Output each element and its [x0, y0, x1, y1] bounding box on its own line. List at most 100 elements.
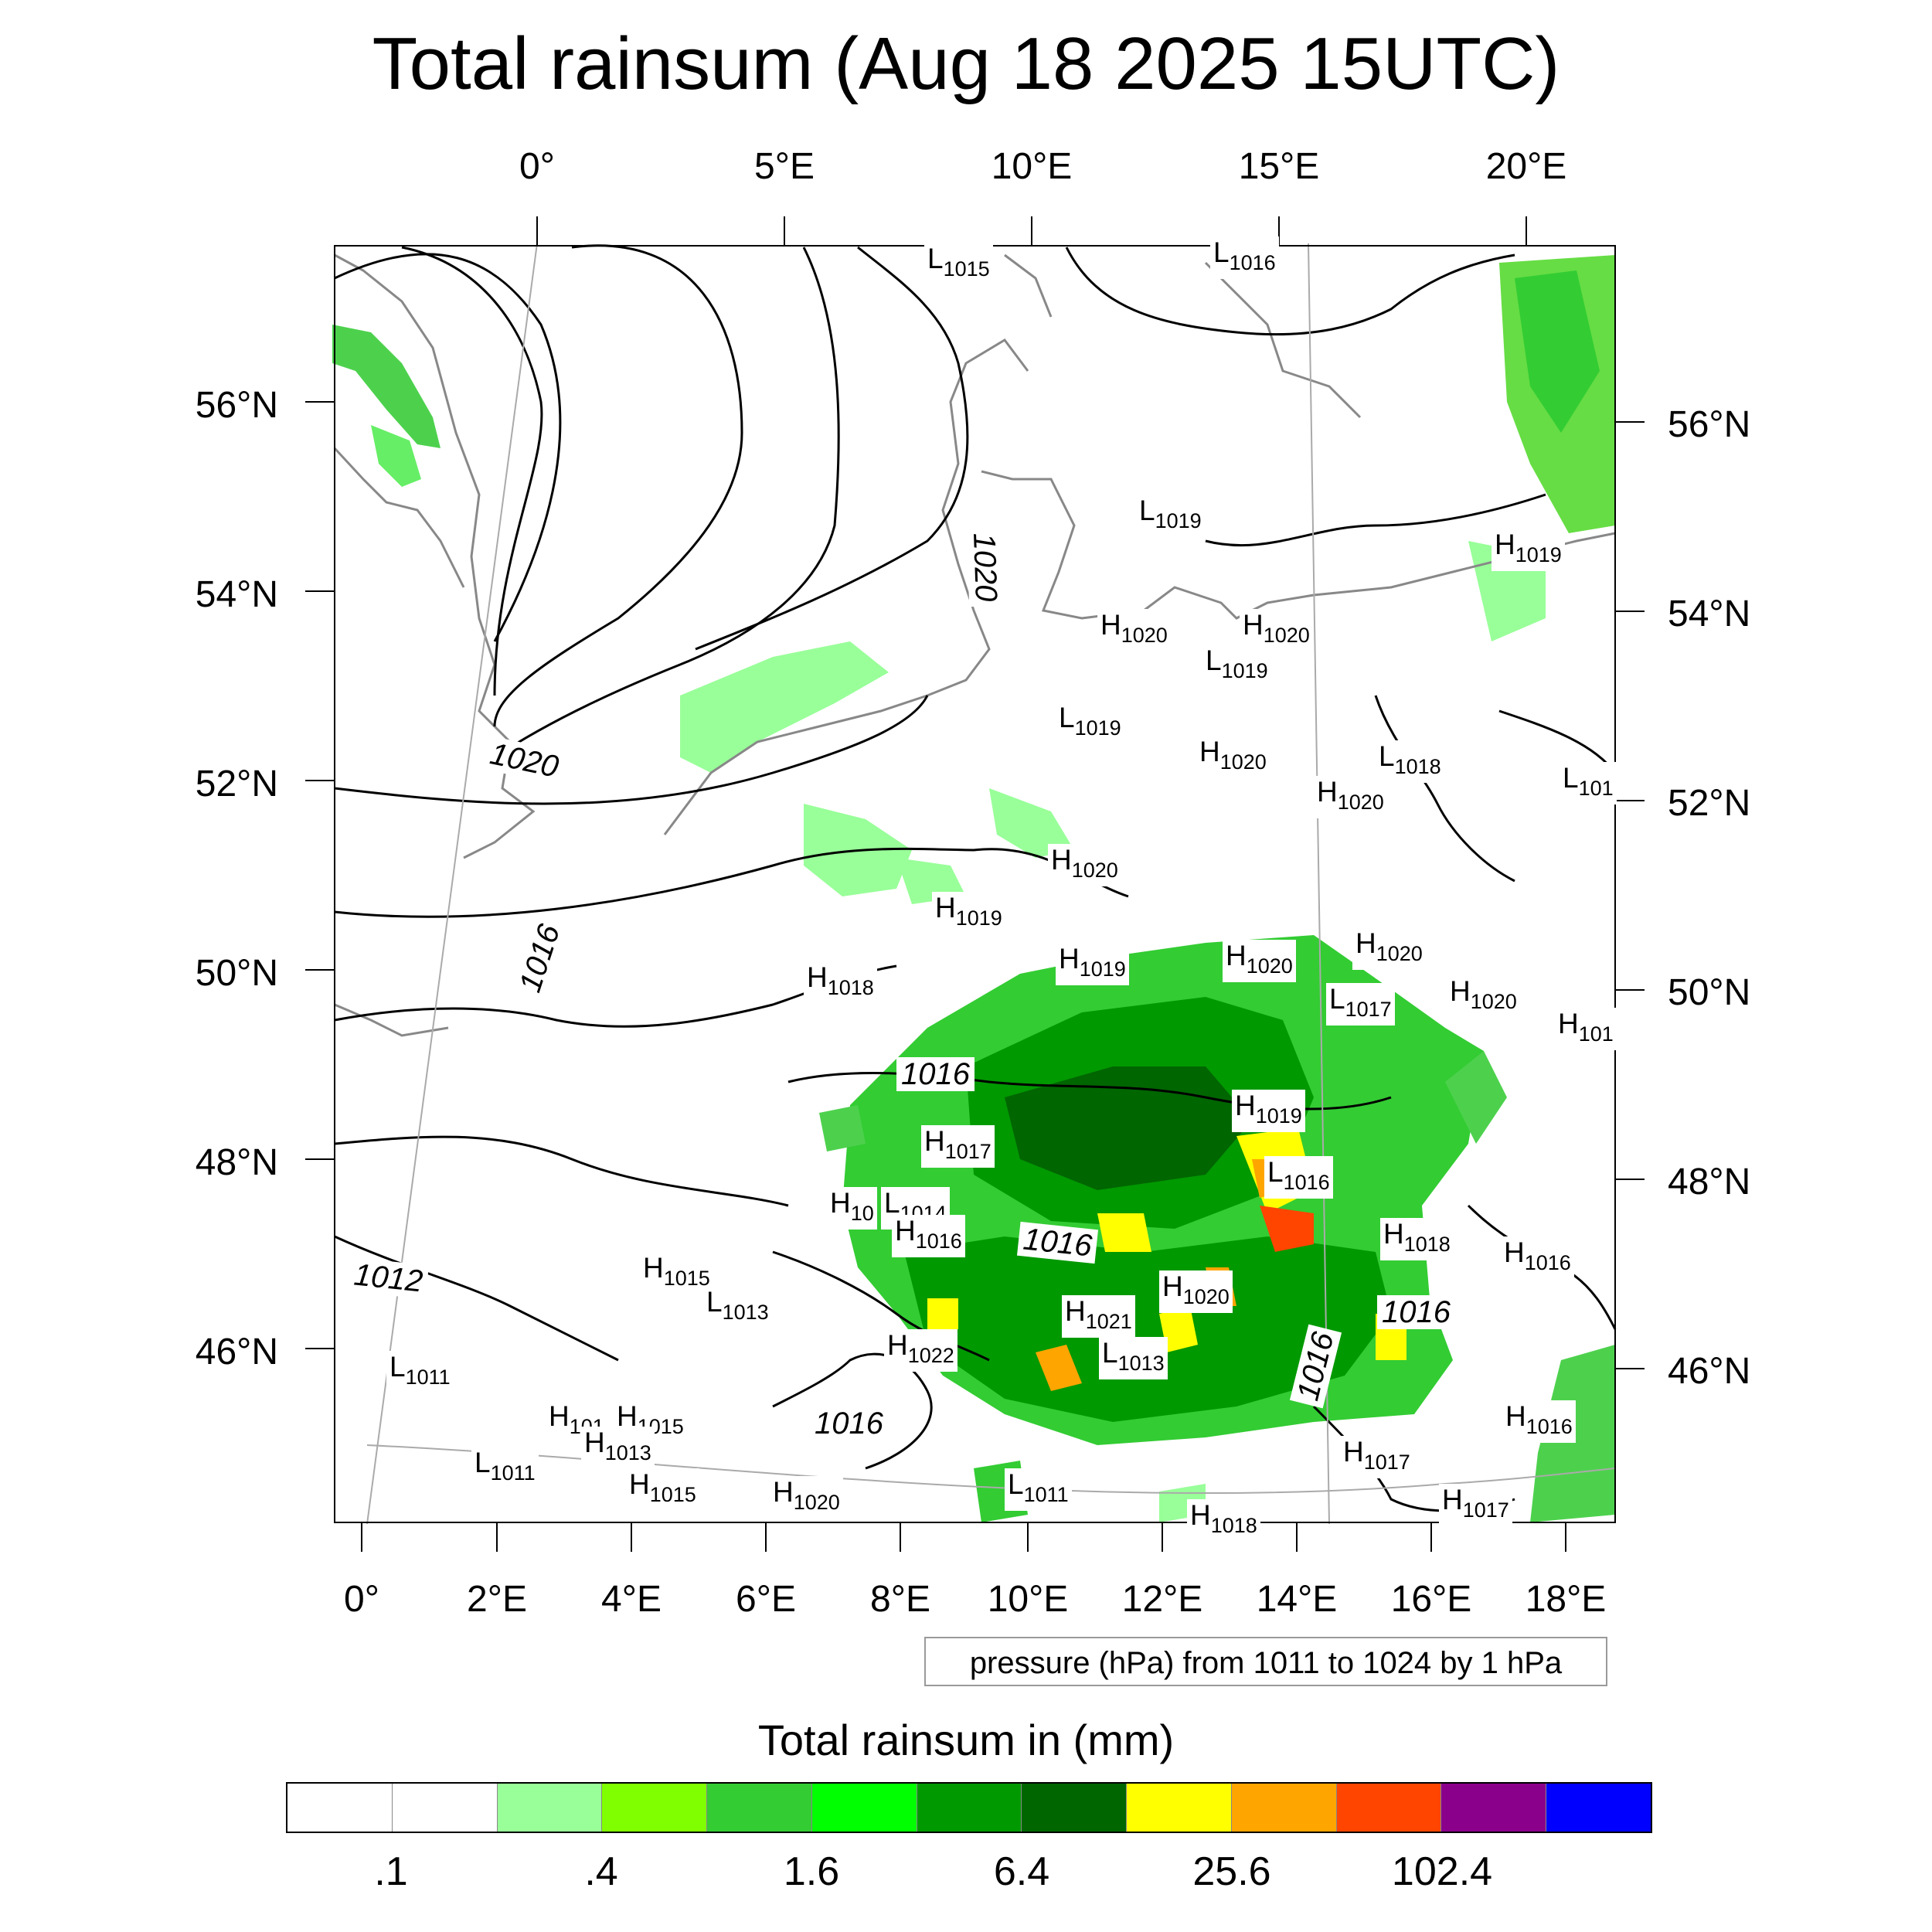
- right-lat-label: 56°N: [1668, 404, 1751, 445]
- colorbar-cell: [1336, 1784, 1442, 1832]
- pressure-center-label: H1017: [921, 1125, 995, 1168]
- pressure-center-label: L1019: [1136, 495, 1205, 537]
- pressure-center-label: H1017: [1340, 1436, 1413, 1478]
- pressure-center-label: H10: [827, 1187, 877, 1230]
- pressure-center-label: L1013: [1099, 1337, 1168, 1379]
- left-lat-label: 48°N: [195, 1142, 278, 1183]
- right-lat-label: 48°N: [1668, 1162, 1751, 1202]
- pressure-center-label: H1020: [1159, 1270, 1233, 1313]
- colorbar-cell: [497, 1784, 603, 1832]
- bottom-lon-label: 0°: [344, 1579, 379, 1620]
- pressure-center-label: H1019: [1056, 943, 1129, 985]
- pressure-center-label: H1015: [626, 1468, 699, 1511]
- colorbar-cell: [1231, 1784, 1337, 1832]
- colorbar-cell: [287, 1784, 393, 1832]
- bottom-lon-label: 2°E: [467, 1579, 527, 1620]
- chart-title: Total rainsum (Aug 18 2025 15UTC): [372, 22, 1560, 105]
- pressure-center-label: L1017: [1326, 983, 1395, 1026]
- colorbar-tick-label: 1.6: [783, 1849, 840, 1894]
- pressure-center-label: H1018: [1187, 1499, 1260, 1542]
- bottom-lon-label: 18°E: [1525, 1579, 1607, 1620]
- colorbar-cell: [1546, 1784, 1651, 1832]
- pressure-center-label: H1022: [884, 1329, 957, 1372]
- colorbar-cell: [811, 1784, 917, 1832]
- contour-info-box: pressure (hPa) from 1011 to 1024 by 1 hP…: [924, 1637, 1607, 1686]
- isobar-label: 1016: [810, 1406, 888, 1440]
- pressure-center-label: H1013: [581, 1427, 655, 1469]
- isobar-label: 1016: [896, 1057, 975, 1091]
- right-lat-label: 54°N: [1668, 594, 1751, 634]
- pressure-center-label: L1011: [471, 1447, 539, 1489]
- pressure-center-label: H1020: [1352, 927, 1426, 970]
- top-lon-label: 15°E: [1238, 146, 1320, 187]
- bottom-lon-label: 16°E: [1390, 1579, 1472, 1620]
- left-lat-label: 52°N: [195, 764, 278, 804]
- pressure-center-label: H1016: [1502, 1400, 1576, 1443]
- pressure-center-label: H1020: [1223, 940, 1296, 982]
- top-lon-label: 5°E: [754, 146, 815, 187]
- colorbar-cell: [1022, 1784, 1128, 1832]
- precipitation-field: [332, 255, 1615, 1522]
- pressure-center-label: L1018: [1376, 740, 1444, 783]
- pressure-center-label: H1018: [1380, 1218, 1454, 1260]
- pressure-center-label: H1016: [1501, 1236, 1574, 1279]
- pressure-center-label: L1019: [1202, 645, 1271, 687]
- pressure-center-label: H1017: [1439, 1484, 1512, 1526]
- pressure-center-label: H1019: [1492, 529, 1565, 571]
- pressure-center-label: L1019: [1056, 702, 1124, 744]
- pressure-center-label: H1020: [1314, 776, 1387, 818]
- pressure-center-label: H1016: [892, 1215, 965, 1257]
- top-lon-label: 20°E: [1485, 146, 1567, 187]
- pressure-center-label: H1020: [1447, 975, 1520, 1018]
- bottom-lon-label: 12°E: [1121, 1579, 1203, 1620]
- colorbar-tick-label: .1: [374, 1849, 408, 1894]
- pressure-center-label: H1020: [1097, 609, 1171, 651]
- right-lat-label: 50°N: [1668, 972, 1751, 1013]
- isobar-label: 1016: [1377, 1295, 1455, 1329]
- right-lat-label: 46°N: [1668, 1351, 1751, 1392]
- pressure-center-label: H1019: [932, 892, 1005, 934]
- left-lat-label: 56°N: [195, 385, 278, 426]
- pressure-center-label: L1016: [1264, 1156, 1333, 1199]
- coastlines: [333, 253, 1616, 1037]
- left-lat-label: 54°N: [195, 574, 278, 615]
- pressure-center-label: L101: [1560, 762, 1617, 804]
- pressure-center-label: H1021: [1062, 1295, 1135, 1338]
- pressure-center-label: H1018: [804, 961, 877, 1004]
- left-lat-label: 50°N: [195, 953, 278, 994]
- colorbar-cell: [1127, 1784, 1232, 1832]
- pressure-center-label: H1020: [1240, 609, 1313, 651]
- colorbar-title: Total rainsum in (mm): [757, 1716, 1175, 1764]
- pressure-center-label: H1020: [1196, 736, 1270, 778]
- pressure-center-label: H101: [1555, 1008, 1617, 1050]
- colorbar-cell: [1441, 1784, 1547, 1832]
- pressure-center-label: L1016: [1210, 236, 1279, 279]
- colorbar-tick-label: .4: [584, 1849, 618, 1894]
- pressure-center-label: H1020: [1048, 844, 1121, 886]
- bottom-lon-label: 10°E: [987, 1579, 1069, 1620]
- pressure-center-label: H1019: [1232, 1090, 1305, 1132]
- colorbar-cell: [602, 1784, 708, 1832]
- right-lat-label: 52°N: [1668, 783, 1751, 824]
- bottom-lon-label: 6°E: [736, 1579, 796, 1620]
- colorbar-tick-label: 6.4: [993, 1849, 1050, 1894]
- top-lon-label: 0°: [519, 146, 555, 187]
- colorbar-cell: [917, 1784, 1022, 1832]
- pressure-center-label: H101: [546, 1400, 607, 1443]
- colorbar-cell: [392, 1784, 498, 1832]
- colorbar-tick-label: 102.4: [1391, 1849, 1493, 1894]
- colorbar: [286, 1782, 1652, 1833]
- pressure-center-label: H1020: [770, 1476, 843, 1519]
- bottom-lon-label: 8°E: [870, 1579, 930, 1620]
- left-lat-label: 46°N: [195, 1332, 278, 1372]
- pressure-center-label: L1013: [703, 1286, 772, 1328]
- pressure-center-label: L1015: [924, 243, 993, 285]
- bottom-lon-label: 14°E: [1256, 1579, 1338, 1620]
- colorbar-tick-label: 25.6: [1192, 1849, 1271, 1894]
- pressure-center-label: L1011: [1005, 1468, 1072, 1511]
- colorbar-cell: [707, 1784, 812, 1832]
- top-lon-label: 10°E: [991, 146, 1073, 187]
- pressure-center-label: L1011: [386, 1351, 454, 1393]
- bottom-lon-label: 4°E: [601, 1579, 662, 1620]
- pressure-center-label: H1015: [640, 1252, 713, 1294]
